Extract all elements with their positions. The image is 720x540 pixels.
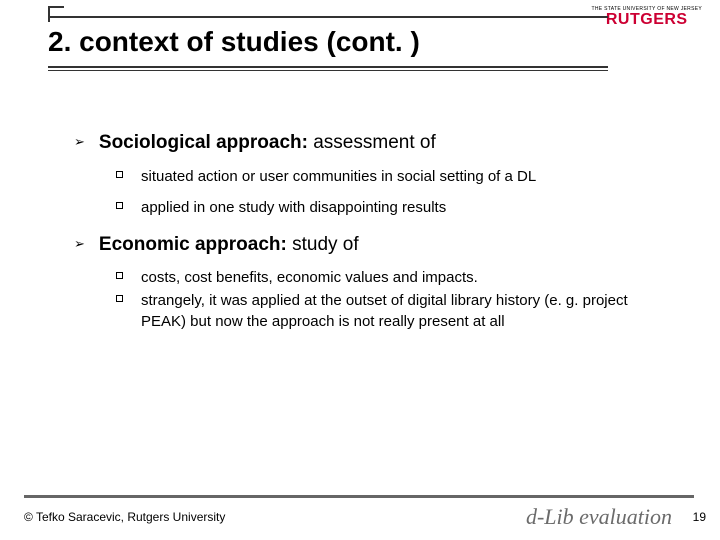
bullet-l2: situated action or user communities in s… — [116, 166, 670, 187]
university-logo: THE STATE UNIVERSITY OF NEW JERSEY RUTGE… — [592, 6, 703, 28]
square-icon — [116, 171, 123, 178]
chevron-icon: ➢ — [74, 236, 85, 252]
sub-bullet-text: applied in one study with disappointing … — [141, 197, 446, 218]
sub-bullet-text: strangely, it was applied at the outset … — [141, 290, 670, 332]
sub-bullet-group: situated action or user communities in s… — [116, 166, 670, 218]
bullet-text: Economic approach: study of — [99, 232, 359, 258]
bullet-l2: applied in one study with disappointing … — [116, 197, 670, 218]
bullet-l1: ➢ Economic approach: study of — [74, 232, 670, 258]
title-rule-top — [48, 16, 608, 18]
bullet-text: Sociological approach: assessment of — [99, 130, 436, 156]
title-rule-bottom — [48, 66, 608, 71]
square-icon — [116, 202, 123, 209]
square-icon — [116, 272, 123, 279]
title-block: 2. context of studies (cont. ) — [48, 16, 608, 71]
footer-script-text: d-Lib evaluation — [526, 504, 672, 530]
square-icon — [116, 295, 123, 302]
page-number: 19 — [693, 510, 706, 524]
sub-bullet-text: costs, cost benefits, economic values an… — [141, 267, 478, 288]
chevron-icon: ➢ — [74, 134, 85, 150]
content-area: ➢ Sociological approach: assessment of s… — [74, 130, 670, 346]
bullet-l2: strangely, it was applied at the outset … — [116, 290, 670, 332]
footer-copyright: © Tefko Saracevic, Rutgers University — [24, 510, 225, 524]
bullet-l1: ➢ Sociological approach: assessment of — [74, 130, 670, 156]
sub-bullet-text: situated action or user communities in s… — [141, 166, 536, 187]
bullet-l2: costs, cost benefits, economic values an… — [116, 267, 670, 288]
logo-name: RUTGERS — [592, 12, 703, 28]
slide-title: 2. context of studies (cont. ) — [48, 20, 608, 66]
footer-rule — [24, 495, 694, 498]
sub-bullet-group: costs, cost benefits, economic values an… — [116, 267, 670, 332]
